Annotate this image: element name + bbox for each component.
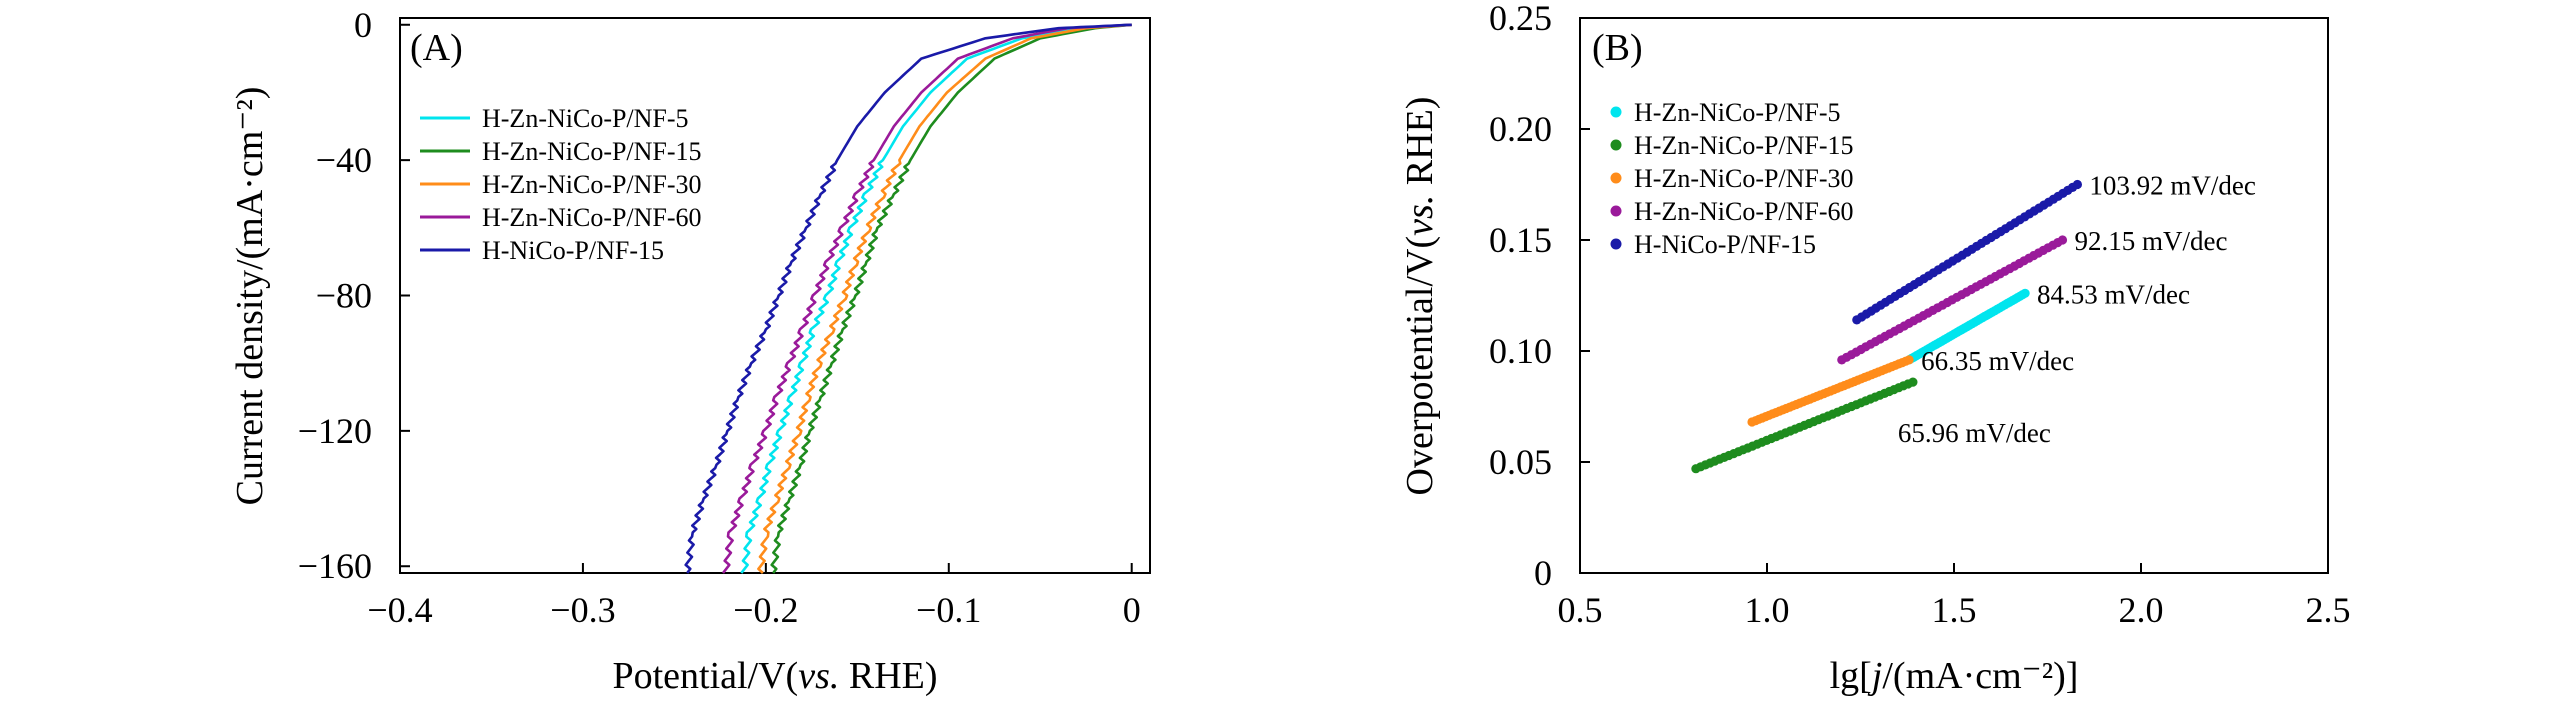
y-tick-label: 0.10	[1489, 331, 1552, 371]
y-tick-label: −80	[316, 276, 372, 316]
legend-marker	[1610, 205, 1622, 217]
scatter-point	[2057, 235, 2068, 245]
panel-b-x-axis-title: lg[j/(mA·cm⁻²)]	[1830, 655, 2079, 697]
y-tick-label: 0.20	[1489, 109, 1552, 149]
panel-a-y-axis-title: Current density/(mA·cm⁻²)	[229, 87, 271, 506]
legend-label: H-NiCo-P/NF-15	[1634, 230, 1816, 259]
x-tick-label: 2.5	[2306, 590, 2351, 630]
slope-label: 84.53 mV/dec	[2037, 279, 2190, 309]
x-tick-label: −0.3	[550, 590, 615, 630]
x-tick-label: 0	[1123, 590, 1141, 630]
series-line	[740, 23, 1132, 574]
panel-a-y-ticks: 0 −40 −80 −120 −160	[298, 5, 410, 586]
legend-marker	[1610, 172, 1622, 184]
legend-label: H-Zn-NiCo-P/NF-15	[1634, 131, 1854, 160]
x-tick-label: −0.1	[916, 590, 981, 630]
panel-a-x-ticks: −0.4 −0.3 −0.2 −0.1 0	[367, 563, 1141, 630]
legend-label: H-Zn-NiCo-P/NF-15	[482, 137, 702, 166]
panel-b-y-ticks: 0 0.05 0.10 0.15 0.20 0.25	[1489, 0, 1590, 593]
legend-label: H-Zn-NiCo-P/NF-60	[482, 203, 702, 232]
y-tick-label: −120	[298, 411, 372, 451]
panel-b-slope-labels: 84.53 mV/dec 65.96 mV/dec 66.35 mV/dec 92.1…	[1898, 171, 2256, 449]
panel-b-series	[1691, 179, 2082, 474]
y-tick-label: 0	[1534, 553, 1552, 593]
slope-label: 103.92 mV/dec	[2089, 171, 2255, 201]
legend-label: H-Zn-NiCo-P/NF-30	[1634, 164, 1854, 193]
legend-label: H-Zn-NiCo-P/NF-60	[1634, 197, 1854, 226]
scatter-point	[2072, 179, 2082, 190]
x-tick-label: 2.0	[2119, 590, 2164, 630]
x-tick-label: 0.5	[1558, 590, 1603, 630]
y-tick-label: −160	[298, 546, 372, 586]
y-tick-label: 0	[354, 5, 372, 45]
legend-label: H-Zn-NiCo-P/NF-30	[482, 170, 702, 199]
y-tick-label: −40	[316, 140, 372, 180]
legend-label: H-Zn-NiCo-P/NF-5	[482, 104, 689, 133]
x-tick-label: −0.2	[733, 590, 798, 630]
x-tick-label: 1.0	[1745, 590, 1790, 630]
series-line	[684, 23, 1132, 574]
panel-b-legend: H-Zn-NiCo-P/NF-5 H-Zn-NiCo-P/NF-15 H-Zn-Ni…	[1610, 98, 1854, 259]
y-tick-label: 0.25	[1489, 0, 1552, 38]
panel-a-letter: (A)	[410, 27, 463, 69]
panel-b: (B) 0.5 1.0 1.5 2.0 2.5 0 0.05 0.10 0.15 0.20 0.2…	[1399, 0, 2351, 697]
legend-marker	[1610, 139, 1622, 151]
scatter-point	[2020, 288, 2030, 298]
slope-label: 65.96 mV/dec	[1898, 418, 2051, 448]
legend-label: H-NiCo-P/NF-15	[482, 236, 664, 265]
slope-label: 92.15 mV/dec	[2074, 226, 2227, 256]
panel-b-x-ticks: 0.5 1.0 1.5 2.0 2.5	[1558, 563, 2351, 630]
panel-a-legend: H-Zn-NiCo-P/NF-5 H-Zn-NiCo-P/NF-15 H-Zn-Ni…	[420, 104, 702, 265]
scatter-point	[1908, 377, 1918, 387]
legend-marker	[1610, 238, 1622, 250]
x-tick-label: −0.4	[367, 590, 432, 630]
y-tick-label: 0.15	[1489, 220, 1552, 260]
panel-b-letter: (B)	[1592, 27, 1643, 69]
scatter-point	[1904, 355, 1914, 365]
series-line	[721, 23, 1132, 574]
panel-a: (A) −0.4 −0.3 −0.2 −0.1 0 0 −40 −80 −120 −160 H-…	[229, 5, 1151, 697]
slope-label: 66.35 mV/dec	[1921, 346, 2074, 376]
panel-a-frame	[399, 17, 1151, 574]
series-line	[757, 23, 1132, 574]
y-tick-label: 0.05	[1489, 442, 1552, 482]
panel-a-series	[684, 23, 1132, 574]
panel-b-y-axis-title: Overpotential/V(vs. RHE)	[1399, 97, 1441, 496]
series-line	[770, 23, 1132, 574]
legend-label: H-Zn-NiCo-P/NF-5	[1634, 98, 1841, 127]
legend-marker	[1610, 106, 1622, 118]
panel-a-x-axis-title: Potential/V(vs. RHE)	[612, 655, 937, 697]
x-tick-label: 1.5	[1932, 590, 1977, 630]
